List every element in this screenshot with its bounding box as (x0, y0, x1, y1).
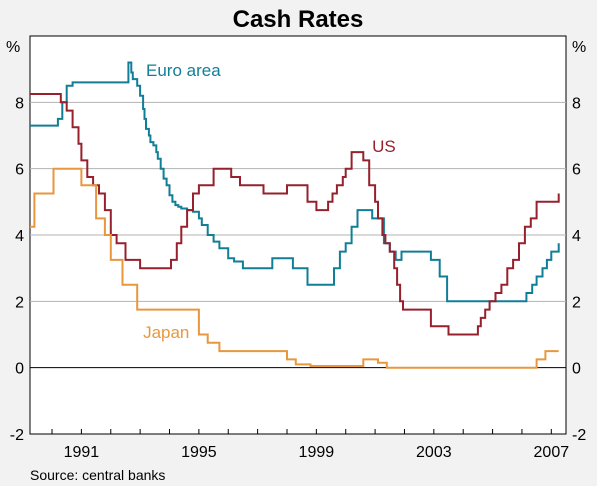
y-tick-left-0: 0 (15, 361, 24, 378)
series-line-japan (30, 167, 559, 369)
y-unit-right: % (572, 39, 586, 56)
y-tick-left-4: 4 (15, 228, 24, 245)
y-tick-right-0: 0 (572, 361, 581, 378)
x-tick-1991: 1991 (64, 444, 100, 461)
x-tick-2003: 2003 (416, 444, 452, 461)
y-tick-right-2: 2 (572, 294, 581, 311)
y-tick-left-2: 2 (15, 294, 24, 311)
y-unit-left: % (6, 39, 20, 56)
y-tick-right-6: 6 (572, 162, 581, 179)
y-tick-left--2: -2 (10, 427, 24, 444)
y-tick-right--2: -2 (572, 427, 586, 444)
y-tick-right-8: 8 (572, 95, 581, 112)
y-tick-right-4: 4 (572, 228, 581, 245)
series-label-us: US (372, 137, 396, 156)
y-tick-left-8: 8 (15, 95, 24, 112)
series-line-euro-area (30, 61, 560, 303)
series-lines: Euro area US Japan (30, 61, 560, 369)
chart-title: Cash Rates (233, 6, 364, 33)
x-tick-1995: 1995 (181, 444, 217, 461)
y-tick-left-6: 6 (15, 162, 24, 179)
x-tick-2007: 2007 (534, 444, 570, 461)
tick-labels: -2 -2 0 0 2 2 4 4 6 6 8 8 1991 1995 1999 2003 2007 (10, 95, 587, 461)
series-label-japan: Japan (143, 323, 189, 342)
source-note: Source: central banks (30, 467, 165, 483)
x-tick-1999: 1999 (299, 444, 335, 461)
series-label-euro-area: Euro area (146, 61, 221, 80)
series-line-us (30, 93, 560, 336)
